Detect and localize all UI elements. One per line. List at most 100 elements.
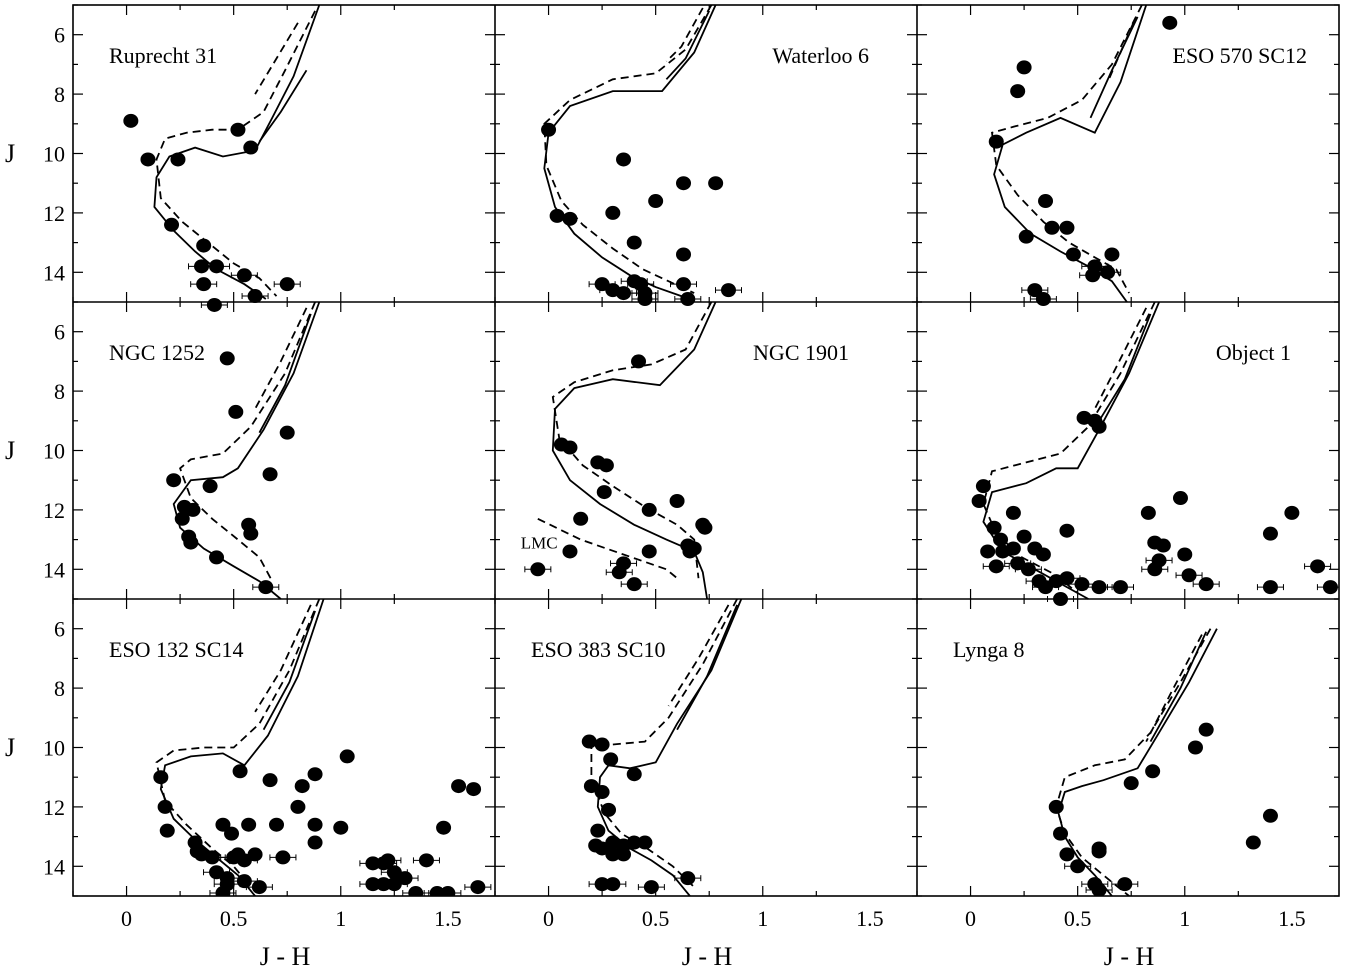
- star-point: [166, 473, 182, 488]
- x-tick-label: 0.5: [220, 906, 248, 931]
- star-point: [269, 850, 297, 865]
- isochrone-line: [254, 22, 299, 95]
- star-point: [594, 785, 610, 800]
- star-point: [243, 526, 259, 541]
- star-point: [641, 502, 657, 517]
- y-tick-label: 8: [54, 676, 65, 701]
- star-point: [190, 277, 218, 292]
- panel: [524, 301, 717, 600]
- star-point: [605, 205, 621, 220]
- star-point: [562, 440, 578, 455]
- star-point: [1123, 776, 1139, 791]
- y-axis-title: J: [5, 733, 15, 762]
- star-point: [262, 773, 278, 788]
- star-point: [157, 799, 173, 814]
- panel-annotation: LMC: [521, 534, 558, 553]
- isochrone-line: [982, 301, 1156, 594]
- star-point: [670, 277, 698, 292]
- star-point: [380, 877, 408, 892]
- panel: [581, 598, 743, 896]
- y-tick-label: 10: [43, 736, 65, 761]
- star-point: [230, 268, 258, 283]
- star-point: [1010, 84, 1026, 99]
- star-point: [307, 817, 323, 832]
- star-point: [1141, 562, 1169, 577]
- star-point: [626, 235, 642, 250]
- star-point: [1262, 526, 1278, 541]
- star-point: [1316, 580, 1339, 595]
- isochrone-line: [262, 610, 316, 731]
- panels: Ruprecht 31 Waterloo 6 ESO 570 SC12 NGC 125…: [109, 5, 1339, 896]
- star-point: [524, 562, 552, 577]
- star-point: [648, 194, 664, 209]
- axis-ticks: 0 0.5 1 1.5 0 0.5 1 1.5 0 0.5 1 1.5 6 8 10 12 14 6 8 10 12 14…: [43, 4, 1339, 931]
- star-point: [374, 853, 402, 868]
- star-point: [562, 211, 578, 226]
- isochrone-line: [172, 301, 321, 600]
- panel: [153, 598, 492, 896]
- star-point: [1035, 547, 1051, 562]
- isochrone-line: [179, 301, 316, 582]
- star-point: [971, 493, 987, 508]
- star-point: [995, 544, 1011, 559]
- star-point: [183, 535, 199, 550]
- star-point: [986, 520, 1002, 535]
- isochrone-line: [1106, 22, 1135, 83]
- star-point: [153, 770, 169, 785]
- star-point: [1304, 559, 1332, 574]
- x-axis-title: J - H: [1104, 942, 1155, 971]
- star-point: [682, 544, 698, 559]
- isochrone-line: [254, 307, 308, 410]
- star-point: [676, 176, 692, 191]
- star-point: [1018, 229, 1034, 244]
- star-point: [549, 208, 565, 223]
- y-tick-label: 12: [43, 498, 65, 523]
- x-tick-label: 0: [543, 906, 554, 931]
- x-axis-title: J - H: [682, 942, 733, 971]
- axis-labels: J - H J - H J - H J J J: [5, 139, 1155, 971]
- isochrone-line: [537, 517, 678, 579]
- star-point: [616, 152, 632, 167]
- star-point: [1038, 194, 1054, 209]
- star-point: [626, 767, 642, 782]
- star-point: [993, 532, 1009, 547]
- star-point: [669, 493, 685, 508]
- star-point: [1172, 491, 1188, 506]
- star-point: [1187, 740, 1203, 755]
- star-point: [1177, 547, 1193, 562]
- star-point: [1104, 247, 1120, 262]
- star-point: [674, 871, 702, 886]
- y-tick-label: 14: [43, 854, 65, 879]
- star-point: [1284, 505, 1300, 520]
- isochrone-line: [1098, 313, 1152, 422]
- star-point: [620, 577, 648, 592]
- isochrone-line: [667, 604, 730, 707]
- star-point: [215, 817, 231, 832]
- star-point: [1256, 580, 1284, 595]
- star-point: [599, 877, 627, 892]
- panel-title: NGC 1901: [753, 340, 849, 365]
- star-point: [1005, 505, 1021, 520]
- panel: [166, 301, 321, 600]
- star-point: [1016, 529, 1032, 544]
- star-point: [241, 289, 269, 304]
- star-point: [605, 565, 633, 580]
- star-point: [603, 752, 619, 767]
- panel: [988, 5, 1178, 307]
- star-point: [170, 152, 186, 167]
- star-point: [708, 176, 724, 191]
- y-tick-label: 10: [43, 439, 65, 464]
- star-point: [596, 485, 612, 500]
- star-point: [228, 404, 244, 419]
- isochrone-line: [1093, 307, 1148, 410]
- star-point: [598, 458, 614, 473]
- star-point: [451, 779, 467, 794]
- star-point: [294, 779, 310, 794]
- star-point: [219, 351, 235, 366]
- star-point: [1145, 764, 1161, 779]
- y-tick-label: 10: [43, 142, 65, 167]
- x-tick-label: 0.5: [642, 906, 670, 931]
- star-point: [637, 835, 653, 850]
- star-point: [464, 880, 492, 895]
- star-point: [1107, 580, 1135, 595]
